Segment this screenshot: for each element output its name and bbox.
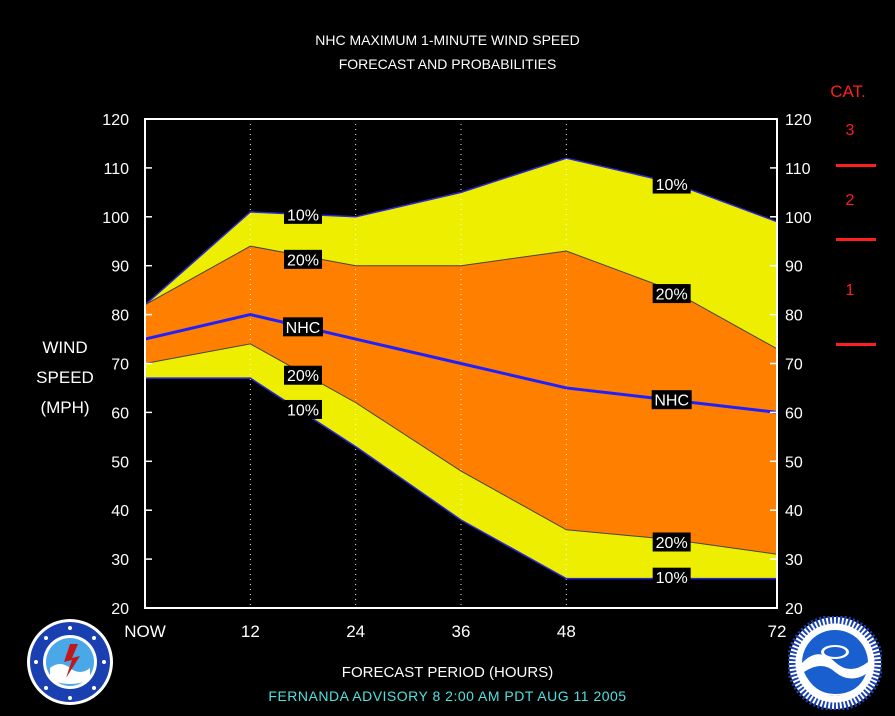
y-tick-label-left: 40 — [111, 503, 129, 520]
y-axis-label-line-3: (MPH) — [40, 398, 90, 417]
y-tick-label-left: 80 — [111, 308, 129, 325]
y-tick-label-left: 30 — [111, 552, 129, 569]
band-label: 10% — [656, 177, 688, 194]
y-tick-label-left: 50 — [111, 454, 129, 471]
x-tick-label: 72 — [768, 622, 787, 641]
y-tick-label-right: 80 — [785, 308, 803, 325]
y-axis-label-line-2: SPEED — [36, 368, 94, 387]
y-tick-label-right: 30 — [785, 552, 803, 569]
chart-subtitle: FORECAST AND PROBABILITIES — [338, 56, 557, 72]
x-tick-label: 12 — [241, 622, 260, 641]
y-tick-label-right: 60 — [785, 405, 803, 422]
advisory-footer: FERNANDA ADVISORY 8 2:00 AM PDT AUG 11 2… — [268, 688, 627, 704]
x-axis-label: FORECAST PERIOD (HOURS) — [341, 664, 554, 681]
category-label-2: 2 — [845, 192, 855, 209]
band-label: 20% — [656, 287, 688, 304]
y-tick-label-right: 100 — [785, 210, 812, 227]
category-label-3: 3 — [845, 122, 855, 139]
band-label: 10% — [287, 402, 319, 419]
band-label-box — [651, 390, 692, 410]
category-key-title: CAT. — [830, 82, 866, 101]
y-axis-label-line-1: WIND — [42, 338, 88, 357]
x-tick-label: 36 — [452, 622, 471, 641]
x-tick-label: 48 — [557, 622, 576, 641]
band-label-box — [284, 204, 322, 224]
band-label: NHC — [654, 393, 689, 410]
band-label-box — [652, 532, 691, 552]
nws-logo — [27, 619, 113, 705]
category-divider-3-2 — [836, 164, 876, 167]
y-tick-label-right: 70 — [785, 357, 803, 374]
y-tick-label-left: 100 — [102, 210, 129, 227]
category-divider-1-ts — [836, 343, 876, 346]
band-label: NHC — [286, 320, 321, 337]
band-label: 10% — [287, 207, 319, 224]
y-tick-label-left: 70 — [111, 357, 129, 374]
band-label-box — [652, 567, 691, 587]
y-tick-label-right: 40 — [785, 503, 803, 520]
band-label: 10% — [656, 570, 688, 587]
band-label-box — [652, 284, 691, 304]
band-label-box — [284, 399, 322, 419]
x-tick-label: NOW — [124, 622, 166, 641]
y-tick-label-right: 50 — [785, 454, 803, 471]
category-divider-2-1 — [836, 238, 876, 241]
band-label: 20% — [656, 535, 688, 552]
band-label: 20% — [287, 368, 319, 385]
band-label-box — [652, 174, 691, 194]
band-label-box — [283, 317, 323, 337]
chart-title: NHC MAXIMUM 1-MINUTE WIND SPEED — [315, 32, 580, 48]
x-tick-label: 24 — [346, 622, 365, 641]
y-tick-label-left: 90 — [111, 259, 129, 276]
category-label-1: 1 — [845, 282, 855, 299]
y-tick-label-left: 60 — [111, 405, 129, 422]
band-label: 20% — [287, 252, 319, 269]
noaa-logo — [788, 616, 882, 710]
y-tick-label-right: 120 — [785, 112, 812, 129]
band-label-box — [284, 249, 322, 269]
y-tick-label-right: 90 — [785, 259, 803, 276]
y-tick-label-right: 20 — [785, 601, 803, 618]
band-label-box — [284, 365, 322, 385]
y-tick-label-left: 120 — [102, 112, 129, 129]
y-tick-label-right: 110 — [785, 161, 811, 178]
y-tick-label-left: 20 — [111, 601, 129, 618]
y-tick-label-left: 110 — [103, 161, 129, 178]
